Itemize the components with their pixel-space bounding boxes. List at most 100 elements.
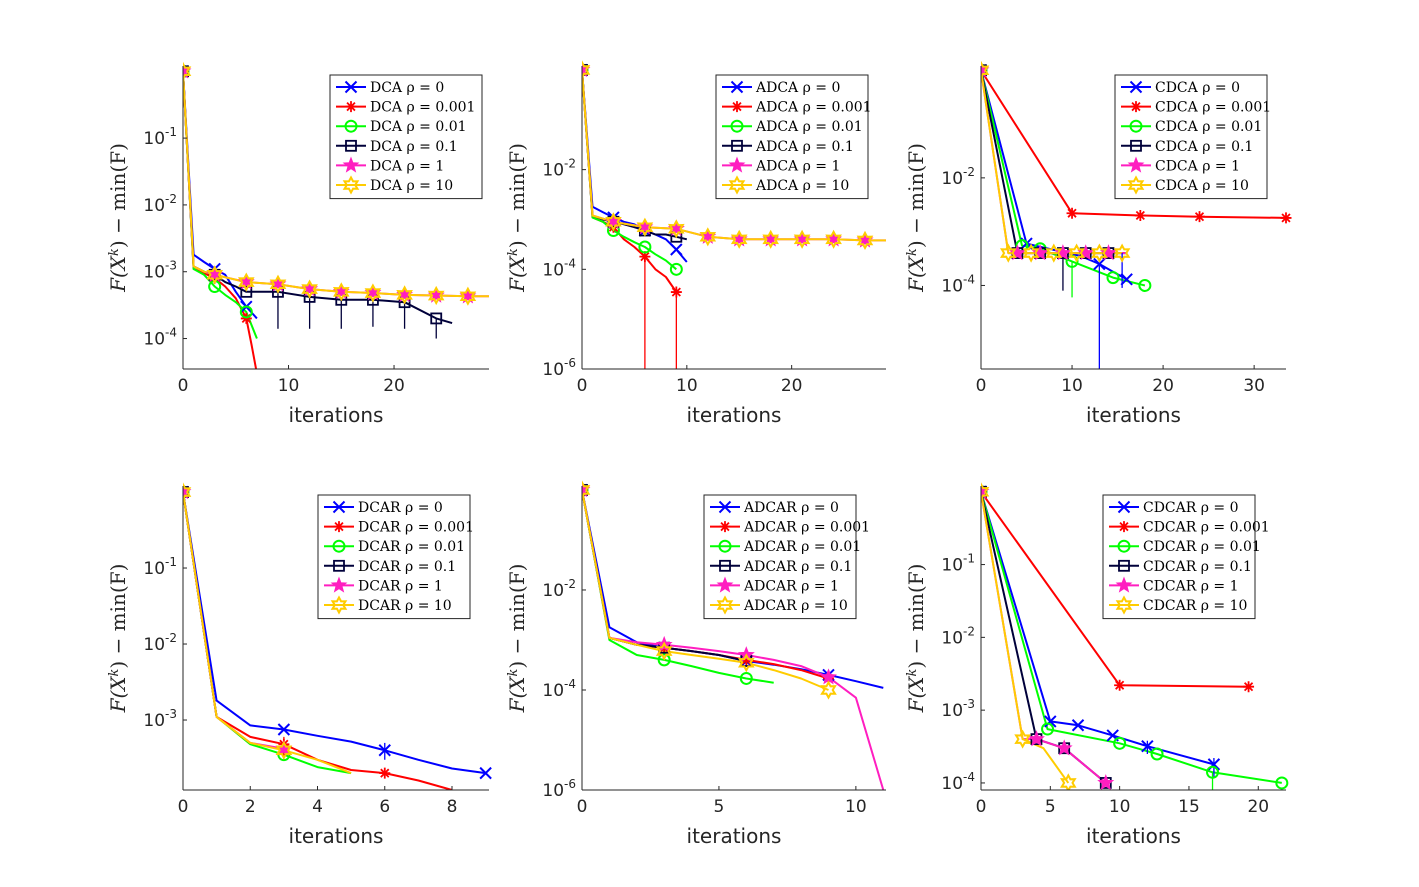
x-axis-label: iterations bbox=[687, 824, 782, 848]
data-point-green bbox=[1150, 747, 1164, 761]
legend-entry: CDCA ρ = 0 bbox=[1155, 80, 1240, 96]
legend-entry: ADCAR ρ = 10 bbox=[743, 598, 848, 614]
data-point-red bbox=[740, 654, 752, 666]
legend-box bbox=[329, 74, 483, 200]
data-point-blue bbox=[277, 723, 291, 736]
data-point-yellow bbox=[183, 482, 192, 502]
x-tick-label: 20 bbox=[1247, 797, 1269, 817]
subplot-3: 0 10 20 30 10-4 10-2 iterations F(Xk) − min(F) C… bbox=[904, 60, 1292, 427]
legend-marker-blue bbox=[1117, 500, 1131, 514]
y-axis-label: F(Xk) − min(F) bbox=[505, 564, 529, 714]
legend-marker-magenta bbox=[1115, 576, 1133, 593]
data-point-red bbox=[379, 767, 391, 779]
legend-marker-navy bbox=[719, 559, 731, 572]
legend-marker-yellow bbox=[728, 175, 746, 195]
y-axis-label: F(Xk) − min(F) bbox=[904, 143, 928, 293]
data-point-yellow bbox=[699, 227, 717, 247]
legend-entry: DCAR ρ = 0.01 bbox=[358, 539, 465, 555]
data-point-red bbox=[1194, 211, 1206, 223]
legend-entry: ADCA ρ = 1 bbox=[755, 158, 840, 174]
legend-marker-magenta bbox=[728, 156, 746, 173]
data-point-yellow bbox=[999, 243, 1017, 263]
data-point-yellow bbox=[1091, 243, 1108, 263]
series-line-red bbox=[183, 71, 258, 369]
subplot-4: 0 2 4 6 8 10-3 10-2 10-1 iterations F(Xk) − min(F… bbox=[106, 482, 492, 848]
legend-entry: ADCA ρ = 0.1 bbox=[755, 139, 854, 155]
data-point-yellow bbox=[459, 286, 477, 306]
data-point-blue bbox=[1120, 273, 1133, 286]
legend-marker-blue bbox=[1129, 80, 1143, 94]
data-point-green bbox=[638, 240, 652, 254]
data-point-blue bbox=[1093, 257, 1106, 271]
x-tick-label: 2 bbox=[245, 797, 256, 817]
data-point-green bbox=[1138, 278, 1152, 292]
legend-marker-blue bbox=[718, 500, 732, 514]
x-tick-label: 10 bbox=[1109, 797, 1131, 817]
data-point-yellow bbox=[1014, 729, 1031, 749]
legend-marker-navy bbox=[1118, 559, 1130, 572]
x-axis-label: iterations bbox=[1086, 824, 1181, 848]
data-point-blue bbox=[1141, 739, 1154, 753]
data-point-yellow bbox=[1059, 773, 1077, 790]
legend-marker-green bbox=[1129, 119, 1143, 133]
legend-entry: DCA ρ = 1 bbox=[370, 158, 444, 174]
legend-marker-magenta bbox=[330, 576, 348, 593]
x-tick-label: 0 bbox=[976, 376, 987, 396]
data-point-yellow bbox=[301, 279, 318, 299]
y-tick-label: 10-2 bbox=[143, 631, 177, 655]
data-point-green bbox=[1106, 271, 1120, 285]
legend: CDCAR ρ = 0 CDCAR ρ = 0.001 CDCAR ρ = 0.01… bbox=[1102, 494, 1270, 620]
legend-entry: CDCAR ρ = 10 bbox=[1143, 598, 1247, 614]
legend-marker-yellow bbox=[1127, 175, 1145, 195]
data-point-green bbox=[1113, 736, 1127, 750]
x-axis-label: iterations bbox=[1086, 403, 1181, 427]
y-tick-label: 10-4 bbox=[542, 256, 576, 280]
legend-entry: DCAR ρ = 1 bbox=[358, 578, 443, 594]
data-point-yellow bbox=[636, 217, 654, 237]
data-point-yellow bbox=[332, 282, 350, 302]
legend: DCAR ρ = 0 DCAR ρ = 0.001 DCAR ρ = 0.01 DCA… bbox=[317, 494, 474, 620]
legend-box bbox=[703, 494, 857, 620]
x-tick-label: 0 bbox=[577, 376, 588, 396]
y-tick-label: 10-1 bbox=[143, 125, 177, 149]
legend: CDCA ρ = 0 CDCA ρ = 0.001 CDCA ρ = 0.01 CDC… bbox=[1114, 74, 1271, 200]
x-tick-label: 0 bbox=[976, 797, 987, 817]
plot-area bbox=[183, 482, 492, 790]
legend-marker-yellow bbox=[330, 595, 348, 615]
x-tick-label: 20 bbox=[383, 376, 405, 396]
y-tick-label: 10-2 bbox=[542, 157, 576, 181]
y-tick-label: 10-2 bbox=[941, 165, 975, 189]
x-tick-label: 5 bbox=[714, 797, 725, 817]
data-point-red bbox=[1134, 209, 1146, 221]
data-point-yellow bbox=[667, 219, 685, 239]
plot-area bbox=[981, 60, 1292, 369]
legend: ADCA ρ = 0 ADCA ρ = 0.001 ADCA ρ = 0.01 ADC… bbox=[715, 74, 872, 200]
y-tick-label: 10-4 bbox=[941, 272, 975, 296]
legend-entry: CDCAR ρ = 1 bbox=[1143, 578, 1239, 594]
legend-entry: ADCAR ρ = 0.01 bbox=[743, 539, 861, 555]
data-point-yellow bbox=[582, 60, 591, 80]
y-tick-label: 10-4 bbox=[542, 677, 576, 701]
legend-marker-navy bbox=[1130, 139, 1142, 152]
legend-marker-red bbox=[731, 101, 743, 113]
data-point-green bbox=[669, 262, 683, 276]
legend-entry: ADCAR ρ = 0.001 bbox=[743, 520, 870, 536]
data-point-yellow bbox=[737, 653, 755, 673]
data-point-yellow bbox=[655, 641, 673, 661]
legend-marker-blue bbox=[730, 80, 744, 94]
legend-marker-magenta bbox=[342, 156, 360, 173]
data-point-blue bbox=[378, 744, 391, 757]
x-tick-label: 10 bbox=[676, 376, 698, 396]
series-line-blue bbox=[183, 491, 486, 775]
x-axis-label: iterations bbox=[687, 403, 782, 427]
data-point-yellow bbox=[1068, 243, 1085, 263]
data-point-magenta bbox=[1031, 244, 1049, 261]
legend-marker-blue bbox=[332, 500, 346, 514]
legend-marker-red bbox=[1130, 101, 1142, 113]
data-point-blue bbox=[1071, 719, 1085, 732]
data-point-yellow bbox=[793, 229, 811, 249]
data-point-yellow bbox=[396, 285, 413, 305]
subplot-5: 0 5 10 10-6 10-4 10-2 iterations F(Xk) − min(F)… bbox=[505, 480, 886, 848]
data-point-blue bbox=[670, 243, 683, 256]
